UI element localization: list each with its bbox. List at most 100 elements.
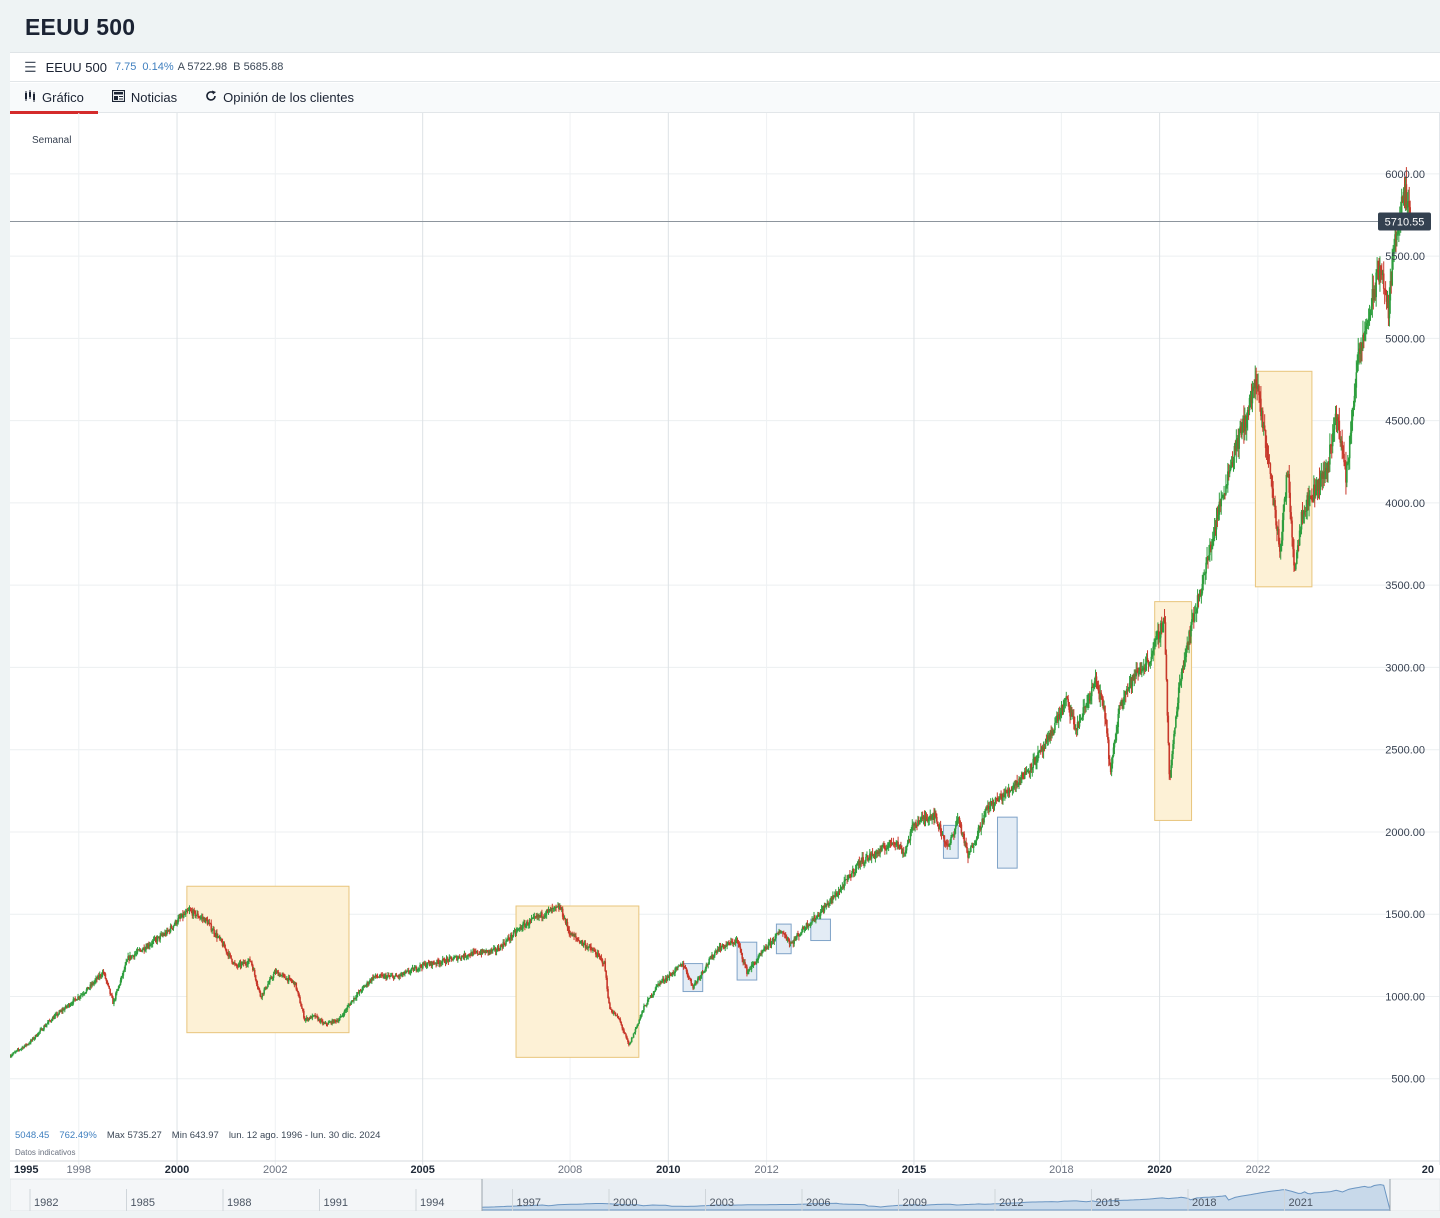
candle-body bbox=[477, 953, 480, 955]
highlight-zone-yellow bbox=[1254, 370, 1313, 588]
candle-body bbox=[63, 1009, 65, 1011]
candle-body bbox=[1151, 653, 1154, 657]
candle-body bbox=[544, 914, 547, 916]
candle-body bbox=[1244, 415, 1247, 428]
candle-body bbox=[832, 895, 834, 901]
candle-body bbox=[1385, 294, 1388, 302]
highlight-zone-blue bbox=[810, 918, 831, 942]
candle-body bbox=[1343, 453, 1345, 463]
candle-body bbox=[620, 1022, 623, 1025]
candle-body bbox=[121, 975, 124, 977]
candle-body bbox=[1295, 552, 1298, 564]
candle-body bbox=[726, 944, 728, 947]
x-tick-label: 2015 bbox=[902, 1164, 926, 1176]
candle-body bbox=[1025, 771, 1028, 774]
candle-body bbox=[91, 982, 93, 986]
hamburger-menu-icon[interactable]: ☰ bbox=[24, 59, 37, 75]
candle-body bbox=[851, 868, 854, 874]
candle-body bbox=[816, 915, 818, 919]
candle-body bbox=[1230, 462, 1233, 466]
candle-body bbox=[1091, 686, 1094, 688]
x-tick-label: 2012 bbox=[754, 1164, 778, 1176]
candle-body bbox=[1194, 612, 1197, 614]
candle-body bbox=[956, 818, 959, 821]
tab-noticias[interactable]: Noticias bbox=[98, 83, 191, 113]
candle-body bbox=[386, 976, 388, 979]
x-tick-label: 2005 bbox=[410, 1164, 434, 1176]
candle-body bbox=[1321, 473, 1324, 479]
bid-price: B 5685.88 bbox=[233, 61, 284, 73]
price-chart[interactable]: 500.00 1000.00 1500.00 2000.00 2500.00 3000.0… bbox=[9, 113, 1440, 1213]
candle-body bbox=[447, 959, 450, 962]
candle-body bbox=[596, 953, 599, 957]
candle-body bbox=[777, 932, 779, 934]
candle-body bbox=[200, 917, 202, 919]
candle-body bbox=[640, 1014, 642, 1018]
tab-grafico[interactable]: Gráfico bbox=[10, 83, 98, 114]
candle-body bbox=[1222, 494, 1224, 498]
candle-body bbox=[269, 977, 272, 980]
candle-body bbox=[1010, 790, 1013, 791]
candle-body bbox=[1270, 474, 1273, 476]
candle-body bbox=[1335, 413, 1338, 421]
candle-body bbox=[874, 854, 877, 858]
candle-body bbox=[242, 962, 245, 964]
candle-body bbox=[949, 843, 951, 845]
candle-body bbox=[314, 1014, 316, 1018]
candle-body bbox=[437, 959, 439, 962]
candle-body bbox=[674, 968, 676, 974]
candle-body bbox=[1125, 688, 1128, 695]
candle-body bbox=[1351, 407, 1354, 421]
candle-body bbox=[467, 954, 470, 957]
candle-body bbox=[882, 845, 884, 847]
candle-body bbox=[140, 950, 143, 952]
candle-body bbox=[332, 1020, 334, 1024]
candle-body bbox=[155, 938, 158, 942]
candle-body bbox=[79, 996, 81, 998]
candle-body bbox=[373, 976, 376, 978]
candle-body bbox=[1018, 778, 1020, 785]
candle-body bbox=[204, 918, 207, 923]
candle-body bbox=[1050, 730, 1052, 736]
candle-body bbox=[662, 978, 665, 982]
candle-body bbox=[1063, 700, 1066, 707]
candle-body bbox=[562, 916, 565, 920]
candle-body bbox=[1290, 512, 1292, 521]
candle-body bbox=[23, 1046, 25, 1049]
candle-body bbox=[502, 942, 504, 948]
candle-body bbox=[220, 938, 223, 942]
candle-body bbox=[1143, 667, 1146, 671]
y-tick-label: 3000.00 bbox=[1385, 662, 1425, 674]
candle-body bbox=[765, 947, 767, 949]
candle-body bbox=[865, 856, 867, 861]
candle-body bbox=[738, 943, 741, 947]
candle-body bbox=[558, 906, 560, 910]
candle-body bbox=[1271, 475, 1274, 489]
candle-body bbox=[408, 972, 411, 974]
candle-body bbox=[676, 967, 678, 969]
candle-body bbox=[338, 1017, 341, 1021]
candle-body bbox=[550, 908, 553, 912]
candle-body bbox=[608, 998, 610, 1004]
candle-body bbox=[856, 864, 859, 866]
candle-body bbox=[479, 952, 482, 955]
candle-body bbox=[328, 1022, 331, 1024]
candle-body bbox=[1111, 756, 1114, 764]
candle-body bbox=[799, 934, 801, 937]
candle-body bbox=[1283, 498, 1286, 505]
candle-body bbox=[734, 940, 737, 944]
candle-body bbox=[169, 926, 172, 932]
tab-opinion-clientes[interactable]: Opinión de los clientes bbox=[191, 83, 368, 113]
candle-body bbox=[1124, 691, 1127, 695]
chart-svg[interactable]: 500.001000.001500.002000.002500.003000.0… bbox=[9, 113, 1440, 1213]
candle-body bbox=[521, 928, 523, 930]
candle-body bbox=[191, 911, 194, 916]
candle-body bbox=[919, 817, 922, 822]
timeframe-label[interactable]: Semanal bbox=[32, 135, 72, 146]
candle-body bbox=[1161, 623, 1164, 633]
refresh-icon bbox=[205, 90, 217, 105]
candle-body bbox=[1231, 462, 1234, 465]
candle-body bbox=[1001, 796, 1003, 801]
candle-body bbox=[745, 964, 747, 967]
candle-body bbox=[658, 983, 660, 985]
